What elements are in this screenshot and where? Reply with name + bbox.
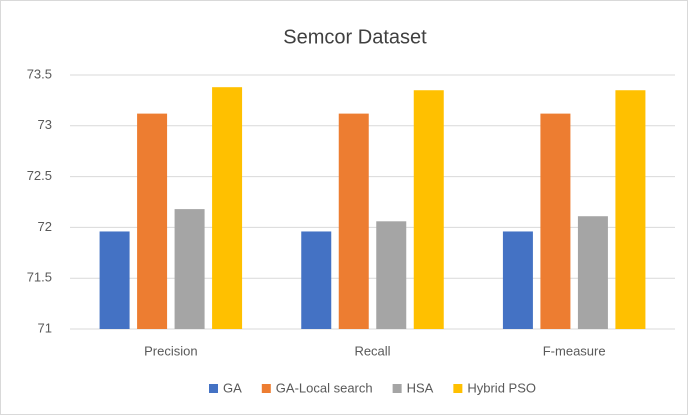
- y-tick-label: 72: [38, 219, 52, 234]
- bar: [338, 113, 369, 329]
- y-tick-label: 71: [38, 320, 52, 335]
- y-tick-label: 73.5: [27, 66, 52, 81]
- bar: [413, 90, 444, 330]
- bar: [577, 216, 608, 329]
- bar: [137, 113, 168, 329]
- bar: [615, 90, 646, 330]
- bar: [540, 113, 571, 329]
- legend-swatch: [392, 384, 402, 393]
- bar: [301, 231, 332, 329]
- x-tick-label: F-measure: [543, 343, 606, 358]
- legend-label: HSA: [407, 380, 434, 395]
- legend-label: Hybrid PSO: [467, 380, 536, 395]
- bar: [212, 87, 243, 329]
- legend-label: GA-Local search: [276, 380, 373, 395]
- bar: [99, 231, 130, 329]
- bar: [174, 209, 205, 329]
- legend-swatch: [209, 384, 218, 393]
- legend-label: GA: [223, 380, 242, 395]
- y-tick-label: 73: [38, 117, 52, 132]
- x-tick-label: Precision: [144, 343, 197, 358]
- chart-title: Semcor Dataset: [283, 26, 427, 48]
- legend-swatch: [261, 384, 271, 393]
- legend-swatch: [453, 384, 463, 393]
- y-tick-label: 72.5: [27, 168, 52, 183]
- bar: [376, 221, 407, 329]
- y-tick-label: 71.5: [27, 270, 52, 285]
- bar: [502, 231, 533, 329]
- x-tick-label: Recall: [354, 343, 390, 358]
